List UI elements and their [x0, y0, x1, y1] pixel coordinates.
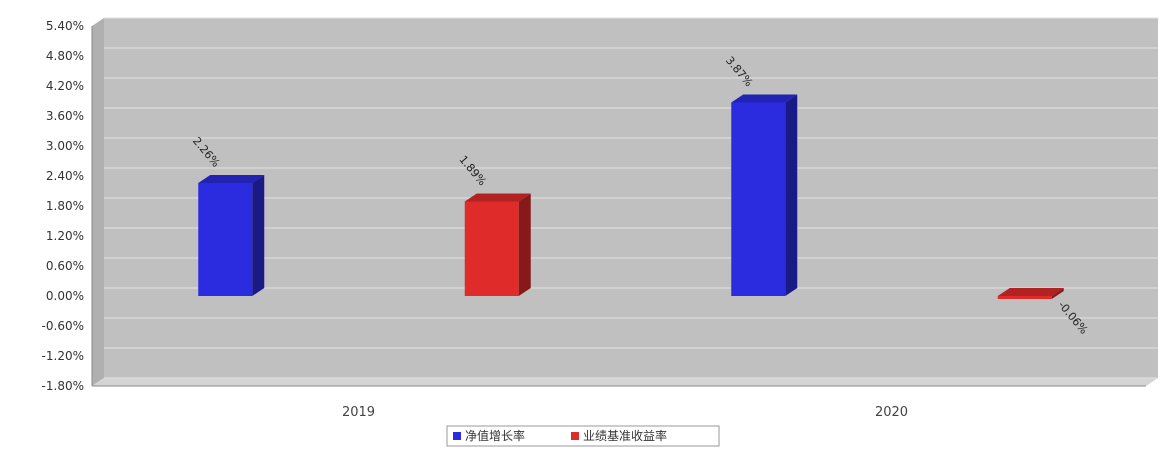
- legend-label: 业绩基准收益率: [583, 428, 667, 443]
- y-tick-label: -1.20%: [42, 349, 84, 363]
- bar-front: [997, 296, 1052, 299]
- bar-side: [785, 94, 798, 296]
- bar-top: [464, 193, 531, 202]
- legend-label: 净值增长率: [465, 428, 525, 443]
- y-tick-label: 1.80%: [46, 199, 84, 213]
- bar: [198, 175, 265, 296]
- x-tick-label: 2020: [875, 405, 908, 420]
- legend-box: [446, 425, 720, 447]
- y-tick-label: 0.60%: [46, 259, 84, 273]
- bar: [997, 288, 1064, 299]
- bar-front: [464, 201, 519, 296]
- y-tick-label: 2.40%: [46, 169, 84, 183]
- x-tick-label: 2019: [342, 405, 375, 420]
- bar-front: [731, 102, 786, 296]
- y-tick-label: -0.60%: [42, 319, 84, 333]
- y-tick-label: 5.40%: [46, 19, 84, 33]
- legend-swatch: [571, 432, 579, 440]
- plot-side-wall: [92, 18, 104, 386]
- bar: [731, 94, 798, 296]
- bar-top: [198, 175, 265, 183]
- bar-side: [518, 193, 531, 296]
- y-tick-label: 4.80%: [46, 49, 84, 63]
- bar-top: [997, 288, 1064, 296]
- y-tick-label: 1.20%: [46, 229, 84, 243]
- bar-front: [198, 183, 253, 296]
- y-tick-label: 4.20%: [46, 79, 84, 93]
- plot-floor: [92, 378, 1158, 386]
- bar: [464, 193, 531, 296]
- bar-top: [731, 94, 798, 103]
- bar-side: [1051, 288, 1064, 299]
- y-tick-label: -1.80%: [42, 379, 84, 393]
- legend: 净值增长率 业绩基准收益率: [446, 425, 720, 447]
- y-tick-label: 0.00%: [46, 289, 84, 303]
- y-tick-label: 3.00%: [46, 139, 84, 153]
- bar-side: [252, 175, 265, 296]
- y-tick-label: 3.60%: [46, 109, 84, 123]
- legend-swatch: [453, 432, 461, 440]
